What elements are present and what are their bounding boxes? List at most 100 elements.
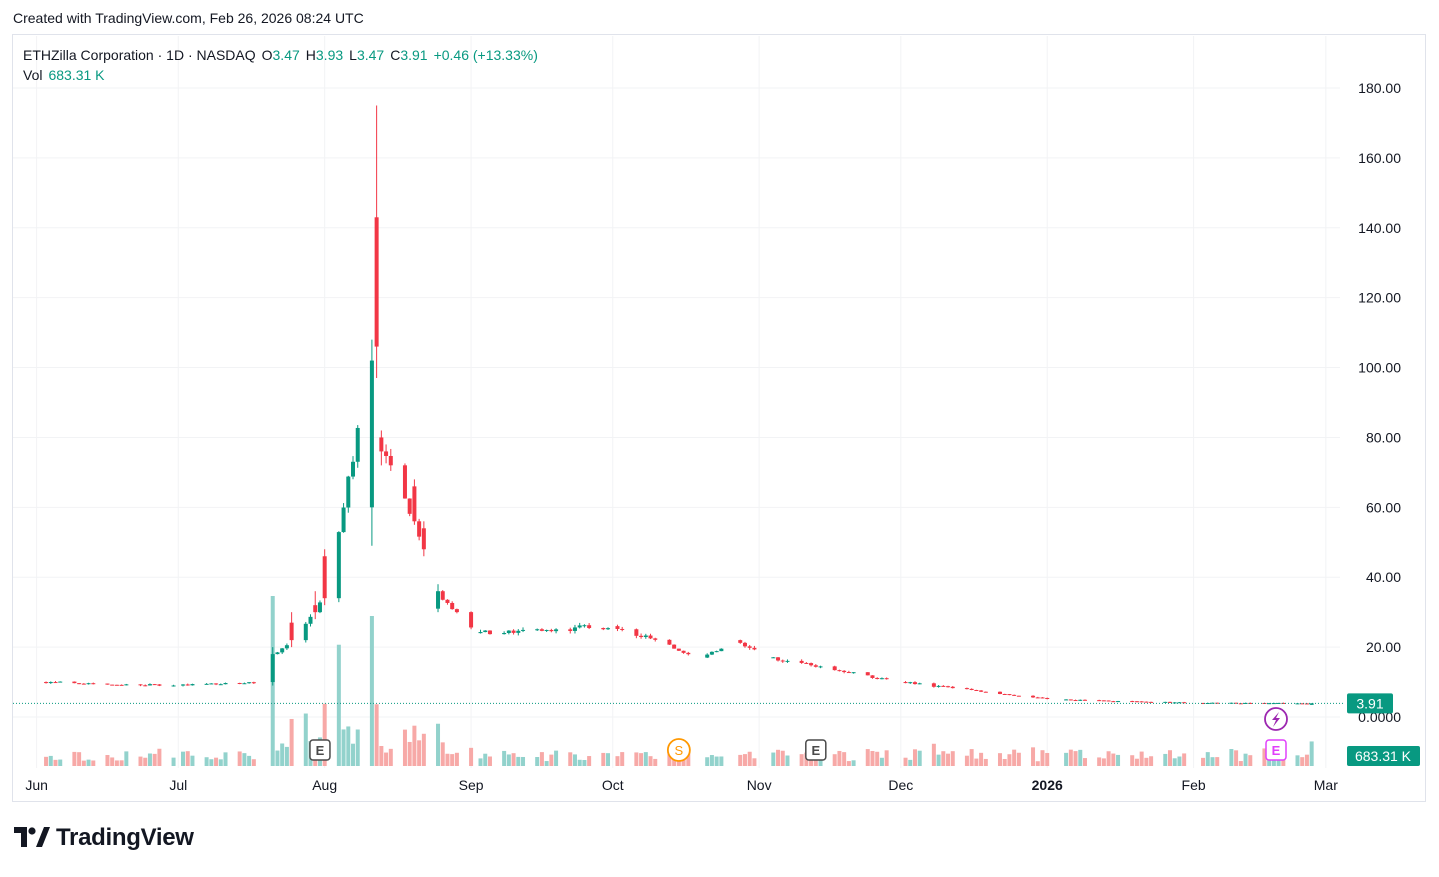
candle-body[interactable] [251,682,256,684]
candle-body[interactable] [91,683,96,685]
candle-body[interactable] [648,635,653,639]
candle-body[interactable] [846,672,851,674]
candle-body[interactable] [147,684,152,686]
candle-body[interactable] [421,528,426,550]
candle-body[interactable] [1045,697,1050,699]
candle-body[interactable] [355,427,360,462]
candle-body[interactable] [412,486,417,522]
candle-body[interactable] [1281,702,1286,704]
candle-body[interactable] [336,532,341,599]
candle-body[interactable] [124,684,129,686]
candle-body[interactable] [204,683,209,685]
candle-body[interactable] [587,625,592,629]
candle-body[interactable] [1163,701,1168,703]
candle-body[interactable] [1035,697,1040,699]
candle-body[interactable] [308,616,313,624]
candle-body[interactable] [643,635,648,638]
candle-body[interactable] [742,642,747,647]
candle-body[interactable] [1106,700,1111,702]
candle-body[interactable] [436,591,441,609]
candle-body[interactable] [1064,699,1069,701]
candle-body[interactable] [738,640,743,643]
candle-body[interactable] [615,626,620,629]
candle-body[interactable] [1130,701,1135,703]
candle-body[interactable] [1234,702,1239,704]
candle-body[interactable] [157,684,162,686]
candle-body[interactable] [374,217,379,347]
candle-body[interactable] [577,625,582,628]
candle-body[interactable] [931,683,936,687]
volume-label[interactable]: Vol [23,67,43,83]
candle-body[interactable] [110,684,115,686]
candle-body[interactable] [1111,701,1116,703]
candle-body[interactable] [185,684,190,686]
candle-body[interactable] [969,688,974,690]
candle-body[interactable] [469,612,474,628]
upcoming-earnings-icon[interactable] [1265,739,1287,761]
candle-body[interactable] [270,654,275,683]
candle-body[interactable] [1300,703,1305,705]
candle-body[interactable] [979,690,984,692]
symbol-title[interactable]: ETHZilla Corporation · 1D · NASDAQ [23,47,256,63]
candle-body[interactable] [809,663,814,666]
candle-body[interactable] [478,632,483,634]
candle-body[interactable] [601,628,606,630]
candle-body[interactable] [81,683,86,685]
candle-body[interactable] [152,684,157,686]
candle-body[interactable] [1078,699,1083,701]
candle-body[interactable] [1007,694,1012,696]
candle-body[interactable] [275,652,280,655]
candle-body[interactable] [44,682,49,684]
candle-body[interactable] [554,629,559,632]
candle-body[interactable] [223,682,228,685]
candle-body[interactable] [544,629,549,631]
candle-body[interactable] [813,665,818,667]
candle-body[interactable] [119,684,124,686]
candle-body[interactable] [1116,701,1121,703]
candle-body[interactable] [1276,702,1281,704]
candle-body[interactable] [454,609,459,613]
split-icon[interactable] [666,738,691,762]
candle-body[interactable] [1309,703,1314,705]
candle-body[interactable] [181,684,186,686]
candle-body[interactable] [346,476,351,508]
candle-body[interactable] [818,666,823,668]
candle-body[interactable] [568,629,573,631]
candle-body[interactable] [879,678,884,680]
candle-body[interactable] [1082,699,1087,701]
candle-body[interactable] [86,683,91,685]
candle-body[interactable] [214,683,219,685]
candle-body[interactable] [908,682,913,684]
candle-body[interactable] [875,677,880,679]
candle-body[interactable] [681,650,686,653]
candle-body[interactable] [1295,703,1300,705]
candle-body[interactable] [539,629,544,631]
candle-body[interactable] [606,628,611,630]
candle-body[interactable] [402,465,407,499]
candle-body[interactable] [1167,701,1172,703]
candle-body[interactable] [209,683,214,685]
candle-body[interactable] [190,684,195,686]
candle-body[interactable] [771,657,776,659]
candle-body[interactable] [1134,701,1139,703]
candle-body[interactable] [77,683,82,685]
candle-body[interactable] [379,437,384,452]
candle-body[interactable] [705,654,710,658]
candle-body[interactable] [138,684,143,686]
candle-body[interactable] [582,625,587,627]
candle-body[interactable] [851,672,856,674]
candle-body[interactable] [1139,701,1144,703]
candle-body[interactable] [511,630,516,633]
candle-body[interactable] [289,622,294,641]
candle-body[interactable] [676,648,681,651]
candle-body[interactable] [313,605,318,613]
candle-body[interactable] [143,685,148,687]
candle-body[interactable] [388,455,393,466]
candle-body[interactable] [865,672,870,676]
candle-body[interactable] [549,629,554,632]
candle-body[interactable] [1144,701,1149,703]
candle-body[interactable] [58,681,63,683]
candle-body[interactable] [1016,695,1021,697]
candle-body[interactable] [1002,693,1007,695]
